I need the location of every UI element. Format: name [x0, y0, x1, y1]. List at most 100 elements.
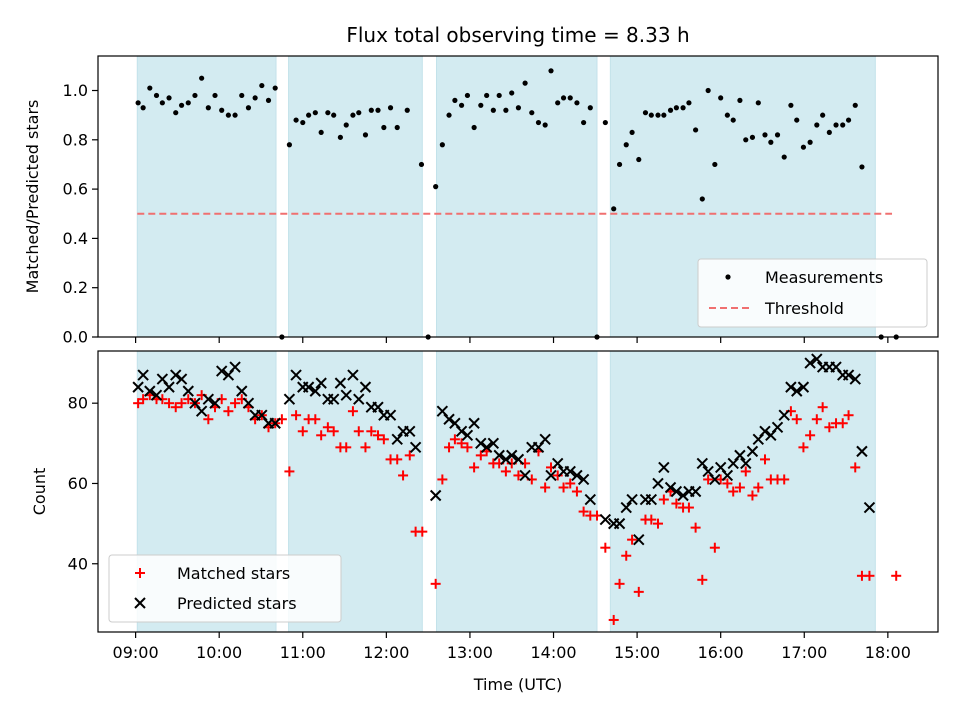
measurement-point: [730, 117, 736, 123]
measurement-point: [548, 68, 554, 74]
x-b: [353, 393, 365, 405]
measurement-point: [581, 119, 587, 126]
predicted-star-point: [340, 389, 352, 401]
measurement-point: [232, 112, 238, 118]
matched-star-point: [627, 534, 638, 545]
matched-star-point: [203, 414, 214, 425]
measurement-point: [768, 139, 774, 145]
x-b: [256, 409, 268, 421]
predicted-star-point: [664, 481, 677, 494]
x-b: [842, 369, 855, 381]
matched-star-point: [164, 398, 175, 409]
matched-star-point: [417, 526, 428, 537]
x-b: [347, 369, 359, 381]
measurement-point: [192, 92, 198, 99]
predicted-star-point: [309, 385, 322, 397]
x-b: [677, 489, 689, 502]
x-b: [359, 381, 372, 393]
measurement-point: [567, 95, 573, 101]
measurement-point: [833, 122, 839, 128]
measurement-point: [699, 196, 705, 202]
matched-star-point: [633, 586, 644, 597]
bottom-x-axis-label: Time (UTC): [473, 675, 562, 694]
measurement-point: [629, 129, 635, 136]
matched-star-point: [728, 486, 739, 497]
x-b: [577, 473, 590, 486]
x-b: [487, 437, 500, 450]
measurement-point: [343, 122, 349, 128]
matched-star-point: [740, 466, 751, 477]
x-b: [315, 377, 327, 389]
predicted-star-point: [626, 493, 638, 506]
matched-star-point: [621, 550, 632, 561]
x-b: [372, 401, 384, 413]
legend-plus: [135, 568, 145, 578]
x-b: [519, 469, 531, 482]
matched-star-point: [475, 450, 486, 461]
predicted-star-point: [236, 385, 248, 397]
measurement-point: [503, 107, 509, 113]
x-b: [449, 417, 461, 429]
predicted-star-point: [599, 513, 612, 526]
x-b: [269, 417, 281, 429]
measurement-point: [245, 105, 252, 111]
matched-star-point: [404, 450, 415, 461]
x-b: [429, 489, 442, 502]
measurement-point: [381, 124, 387, 131]
measurement-point: [743, 137, 749, 143]
measurement-point: [781, 154, 787, 160]
matched-star-point: [658, 494, 669, 505]
x-b: [493, 449, 505, 462]
measurement-point: [185, 100, 191, 106]
predicted-star-point: [404, 425, 416, 437]
measurement-point: [712, 161, 718, 168]
predicted-star-point: [175, 373, 188, 385]
matched-star-point: [798, 442, 809, 453]
predicted-star-point: [863, 501, 876, 514]
measurement-point: [433, 184, 439, 190]
matched-star-point: [176, 398, 187, 409]
measurement-point: [820, 112, 826, 118]
matched-star-point: [779, 474, 790, 485]
x-b: [620, 501, 632, 514]
matched-star-point: [398, 470, 409, 481]
x-b: [599, 513, 612, 526]
measurement-point: [623, 142, 629, 148]
legend-threshold-label: Threshold: [764, 299, 844, 318]
legend-predicted-label: Predicted stars: [177, 594, 297, 613]
matched-star-point: [683, 502, 694, 513]
predicted-star-point: [689, 485, 702, 498]
measurement-point: [325, 110, 331, 116]
predicted-star-point: [150, 389, 163, 401]
measurement-point: [749, 134, 756, 140]
measurement-point: [259, 82, 265, 89]
x-b: [229, 361, 241, 373]
top-x-ticks: [135, 337, 889, 343]
x-tick-label: 16:00: [698, 643, 744, 662]
measurement-point: [807, 139, 813, 145]
x-b: [327, 393, 340, 405]
measurement-point: [159, 100, 165, 106]
predicted-star-point: [242, 397, 255, 409]
x-b: [849, 373, 861, 385]
measurement-point: [272, 85, 278, 91]
measurement-point: [845, 117, 852, 123]
x-b: [283, 393, 296, 405]
measurement-point: [737, 97, 743, 103]
y-tick-label: 40: [68, 554, 88, 573]
measurement-point: [173, 110, 179, 116]
x-tick-label: 12:00: [363, 643, 409, 662]
x-b: [409, 441, 422, 454]
measurement-point: [478, 102, 484, 108]
predicted-star-point: [443, 413, 455, 425]
measurement-point: [293, 117, 299, 123]
measurement-point: [147, 85, 153, 91]
x-b: [670, 485, 683, 498]
shaded-interval-3: [609, 350, 876, 633]
top-chart-title: Flux total observing time = 8.33 h: [346, 23, 689, 47]
predicted-star-point: [519, 469, 531, 482]
measurement-point: [387, 105, 394, 111]
bottom-y-axis-label: Count: [30, 468, 49, 516]
top-y-axis-label: Matched/Predicted stars: [23, 100, 42, 294]
